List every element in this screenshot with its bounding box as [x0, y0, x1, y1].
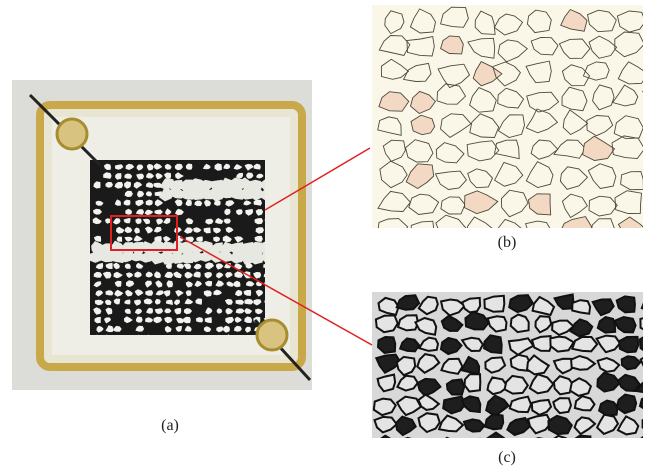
texture: [616, 440, 639, 454]
texture: [532, 336, 552, 351]
texture: [637, 436, 650, 455]
panel-label: (c): [498, 449, 516, 466]
texture: [572, 300, 590, 314]
texture: [447, 380, 464, 395]
texture: [643, 114, 650, 136]
texture: [643, 87, 650, 109]
panel-label: (a): [161, 417, 179, 434]
texture: [645, 13, 650, 30]
photo-a: [12, 80, 312, 390]
panel-label: (b): [498, 234, 517, 251]
texture: [484, 335, 502, 353]
texture: [377, 436, 397, 457]
texture: [374, 399, 396, 416]
texture: [418, 439, 436, 454]
texture: [599, 401, 618, 416]
texture: [484, 296, 504, 312]
texture: [642, 298, 650, 311]
texture: [599, 439, 616, 452]
texture: [531, 438, 551, 454]
texture: [511, 315, 529, 333]
texture: [646, 61, 650, 80]
texture: [376, 315, 398, 332]
texture: [465, 374, 481, 391]
texture: [437, 438, 460, 453]
texture: [572, 337, 597, 351]
texture: [399, 438, 417, 455]
texture: [378, 337, 395, 353]
texture: [619, 337, 638, 352]
texture: [552, 436, 571, 454]
figure: (a) (b) (c): [0, 0, 650, 470]
texture: [645, 140, 650, 164]
texture: [465, 439, 488, 451]
photo-c: [372, 292, 650, 456]
texture: [644, 167, 650, 188]
photo-b: [372, 5, 650, 244]
texture: [573, 436, 591, 452]
texture: [643, 418, 650, 433]
